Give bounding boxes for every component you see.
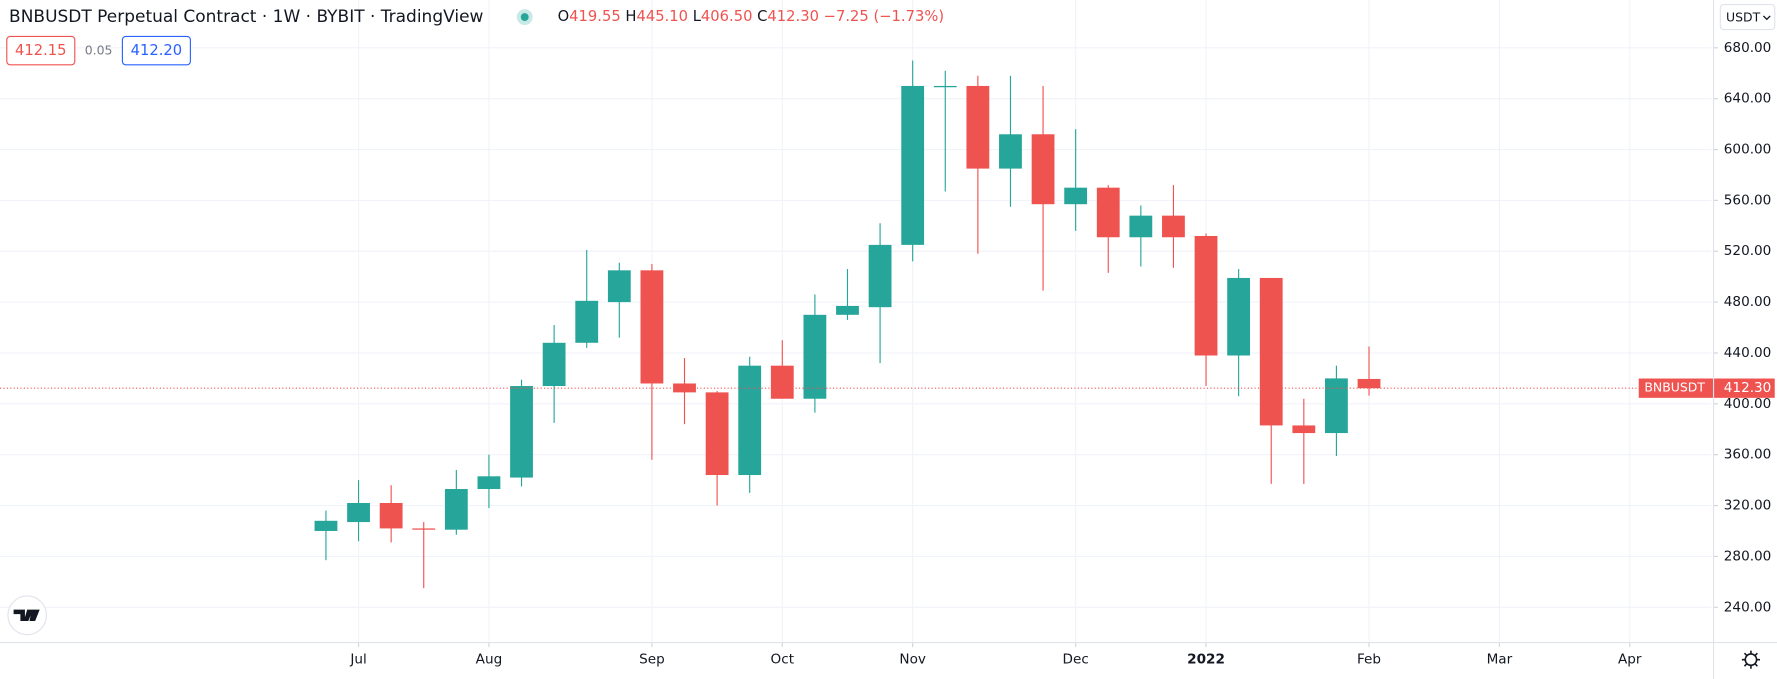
y-tick-label: 600.00 (1724, 142, 1772, 158)
candle-body (836, 305, 859, 315)
candle-body (705, 392, 729, 476)
candle-body (1259, 277, 1283, 426)
x-tick-label: Feb (1357, 652, 1381, 668)
candle-body (607, 270, 631, 303)
y-tick-label: 360.00 (1724, 447, 1772, 463)
ohlc-key: O (558, 8, 570, 25)
grid (0, 0, 1712, 643)
candle-body (575, 300, 599, 343)
y-tick-label: 400.00 (1724, 396, 1772, 412)
x-tick-label: Aug (476, 652, 503, 668)
x-tick-label: Nov (899, 652, 926, 668)
ohlc-value: 419.55 (569, 8, 621, 25)
overlay: 240.00 280.00 320.00 360.00 400.00 440.00 480.… (0, 40, 1775, 668)
candle-body (412, 528, 436, 530)
ohlc-value: 412.30 (767, 8, 819, 25)
candle-body (868, 244, 892, 308)
y-tick-label: 560.00 (1724, 192, 1772, 208)
change: −7.25 (−1.73%) (824, 8, 944, 25)
y-tick-label: 480.00 (1724, 294, 1772, 310)
currency-button[interactable] (1719, 3, 1776, 31)
last-price-badge (1638, 378, 1775, 398)
candle-body (477, 476, 501, 490)
ohlc-legend: O419.55 H445.10 L406.50 C412.30 −7.25 (−… (558, 8, 944, 25)
x-tick-label: Mar (1487, 652, 1513, 668)
candle-body (1357, 378, 1381, 389)
y-tick-label: 280.00 (1724, 548, 1772, 564)
ohlc-key: C (757, 8, 767, 25)
settings-icon[interactable] (1741, 650, 1761, 669)
buy-box[interactable] (121, 35, 191, 66)
x-tick-label: Jul (349, 652, 366, 668)
candle-body (901, 85, 925, 245)
candle-body (1096, 187, 1120, 238)
ohlc-key: L (693, 8, 702, 25)
candle-body (510, 386, 533, 478)
last-price-label: 412.30 (1724, 380, 1772, 396)
y-tick-label: 240.00 (1724, 599, 1772, 615)
sell-box[interactable] (6, 35, 76, 66)
x-tick-label: Sep (639, 652, 665, 668)
ohlc-value: 406.50 (701, 8, 753, 25)
candle-body (542, 342, 566, 387)
x-tick-label: 2022 (1187, 652, 1225, 668)
candle-body (999, 134, 1022, 169)
x-tick-label: Oct (771, 652, 795, 668)
y-tick-label: 520.00 (1724, 243, 1772, 259)
currency[interactable]: USDT (1726, 10, 1761, 25)
candle-body (770, 365, 794, 399)
candle-body (803, 314, 827, 399)
candle-body (738, 365, 762, 476)
logo (13, 609, 40, 621)
candle-body (1194, 235, 1218, 356)
candle-body (347, 502, 370, 523)
candle-body (1325, 378, 1348, 434)
candle-body (966, 85, 990, 169)
y-tick-label: 440.00 (1724, 345, 1772, 361)
chevron (1762, 15, 1771, 21)
ask[interactable]: 412.20 (131, 42, 183, 59)
candle-body (444, 489, 468, 530)
candle-body (1162, 215, 1185, 238)
gear-teeth (1741, 650, 1761, 669)
chart-title: BNBUSDT Perpetual Contract · 1W · BYBIT … (9, 7, 483, 27)
candle-body (1064, 187, 1088, 205)
y-tick-label: 680.00 (1724, 40, 1772, 56)
candle-body (933, 85, 957, 88)
candle-body (640, 270, 664, 384)
candle-body (1129, 215, 1153, 238)
y-tick-label: 320.00 (1724, 498, 1772, 514)
candle-body (673, 383, 696, 393)
spread: 0.05 (85, 43, 113, 58)
y-tick-label: 640.00 (1724, 91, 1772, 107)
ohlc-value: 445.10 (636, 8, 688, 25)
bid[interactable]: 412.15 (15, 42, 67, 59)
status-dot (520, 13, 529, 22)
last-price-symbol: BNBUSDT (1644, 380, 1705, 395)
candle-body (1031, 134, 1055, 205)
x-tick-label: Apr (1618, 652, 1642, 668)
candle-body (314, 520, 338, 531)
candle-body (379, 502, 403, 529)
candle-body (1292, 425, 1316, 434)
ohlc-key: H (625, 8, 636, 25)
candle-body (1227, 277, 1251, 356)
x-tick-label: Dec (1063, 652, 1089, 668)
